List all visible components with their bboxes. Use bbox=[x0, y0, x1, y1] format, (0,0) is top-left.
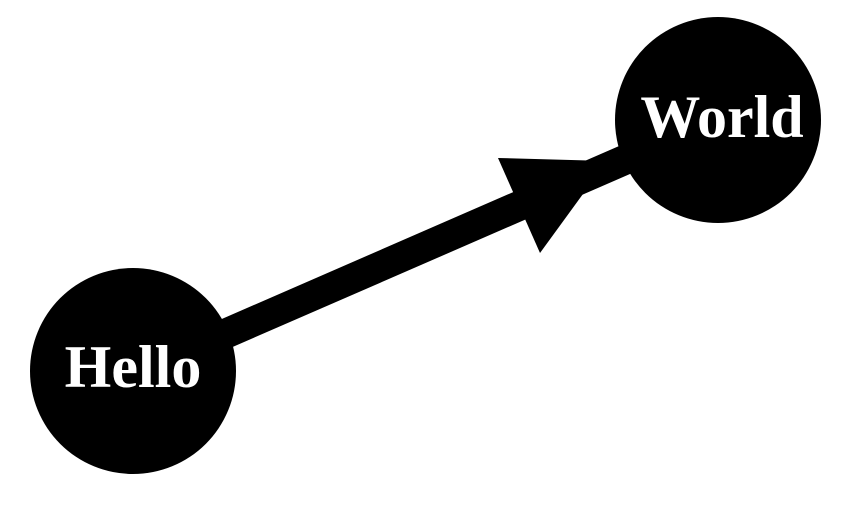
node-world-circle bbox=[615, 17, 821, 223]
node-hello-circle bbox=[30, 268, 236, 474]
edge-hello-to-world bbox=[212, 141, 642, 351]
node-world: World bbox=[615, 17, 821, 223]
arrowhead-icon bbox=[498, 158, 607, 253]
node-world-label: World bbox=[640, 84, 803, 150]
node-hello-label: Hello bbox=[65, 334, 202, 400]
node-hello: Hello bbox=[30, 268, 236, 474]
